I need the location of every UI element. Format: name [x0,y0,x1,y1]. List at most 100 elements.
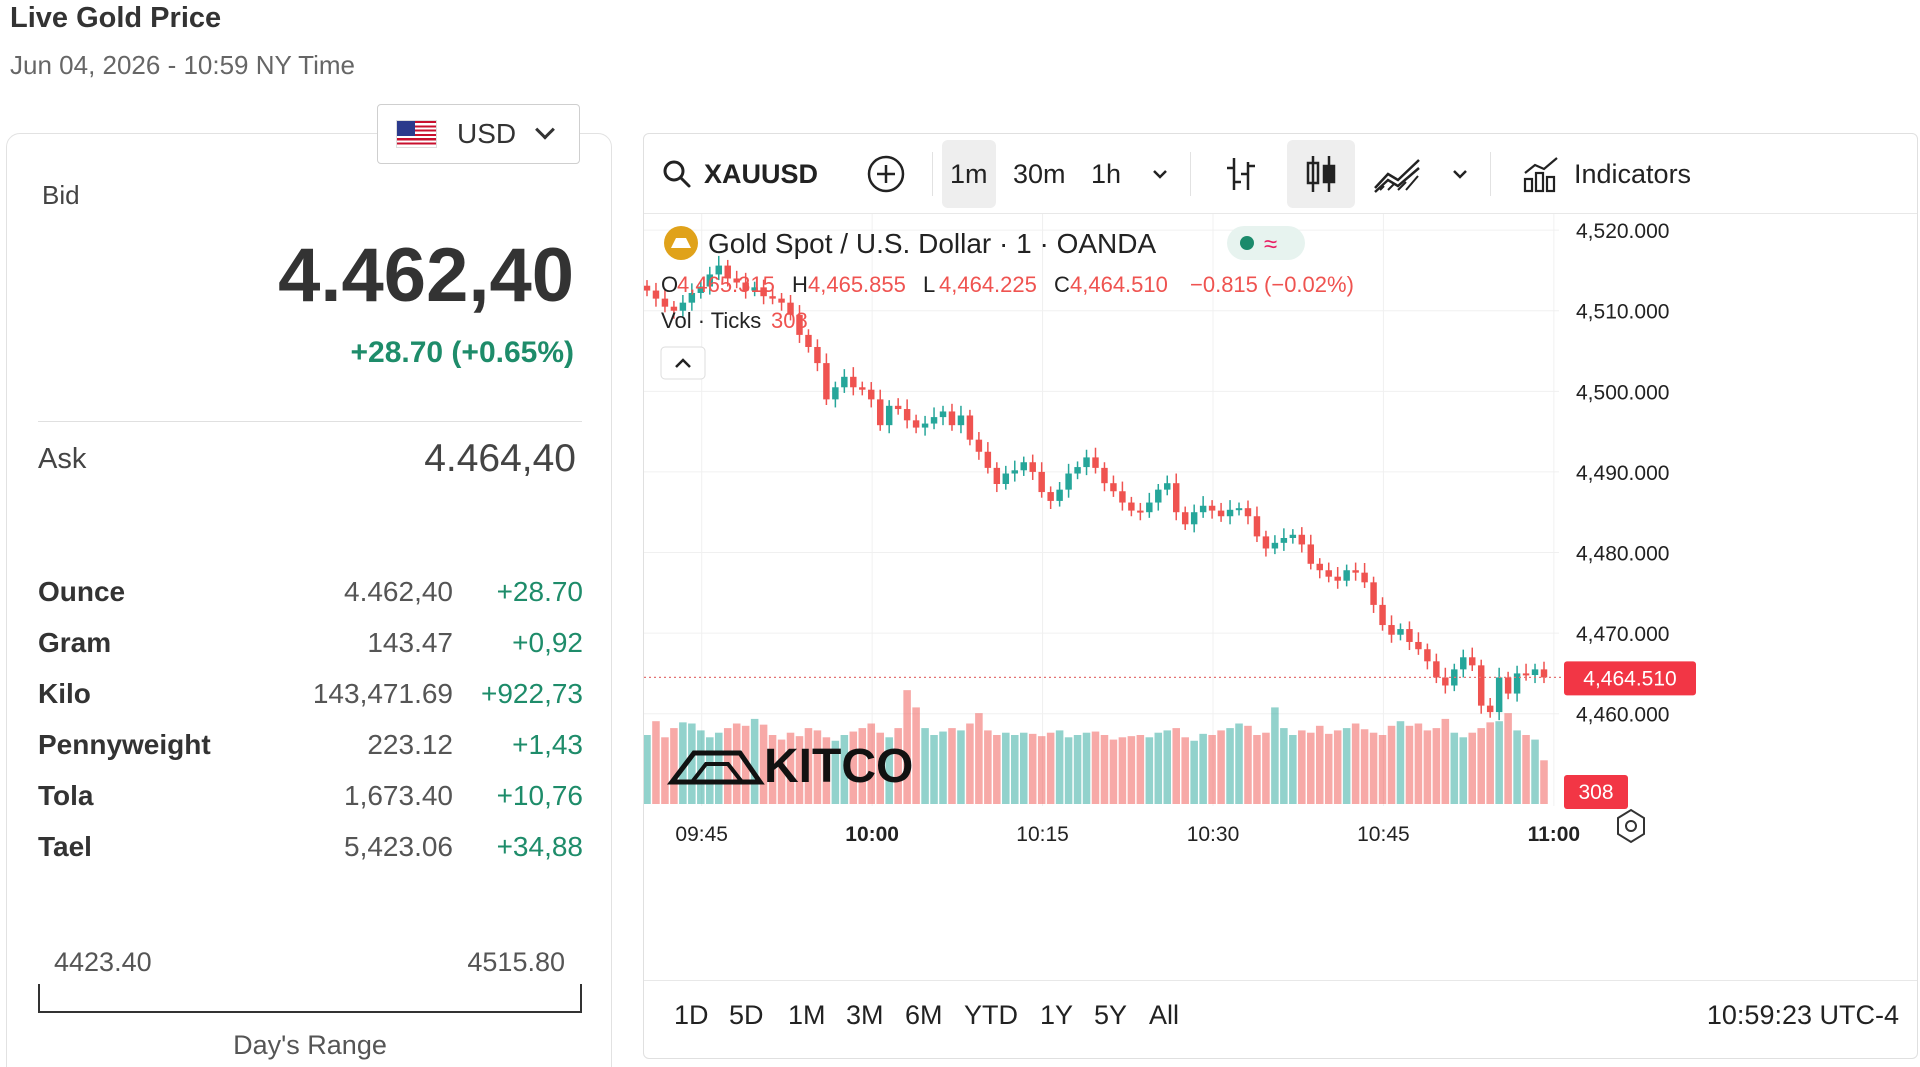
candle-body [1388,625,1395,635]
unit-change: +0,92 [512,626,583,658]
unit-change: +34,88 [496,830,583,862]
candle-body [778,298,785,303]
range-3m[interactable]: 3M [846,1000,884,1030]
range-ytd[interactable]: YTD [964,1000,1018,1030]
range-5y[interactable]: 5Y [1094,1000,1128,1030]
indicators-button[interactable]: Indicators [1522,140,1691,208]
interval-dropdown[interactable] [1150,140,1170,208]
y-axis-label: 4,460.000 [1576,704,1669,727]
volume-bar [1333,730,1342,804]
candle-body [1208,505,1216,511]
volume-bar [786,732,795,804]
currency-selector[interactable]: USD [377,104,580,164]
volume-bar [652,721,660,804]
volume-bar [840,735,849,804]
candle-body [868,389,875,400]
area-style-button[interactable] [1372,140,1422,208]
interval-1h[interactable]: 1h [1091,158,1122,189]
candle-body [733,278,740,283]
candle-body [1173,483,1180,513]
candle-body [1038,471,1045,493]
price-chart[interactable]: 4,520.000 4,510.000 4,500.000 4,490.000 4,48… [644,214,1919,980]
candle-body [1307,544,1315,564]
candle-body [1029,462,1036,472]
x-axis-label: 11:00 [1528,823,1581,846]
volume-bar [1136,735,1145,804]
x-axis-label: 10:30 [1187,823,1240,846]
range-6m[interactable]: 6M [905,1000,943,1030]
volume-legend-label: Vol · Ticks [661,308,761,333]
volume-bar [644,735,651,804]
ohlc-l-label: L [923,272,935,297]
bid-change: +28.70 (+0.65%) [350,336,575,369]
range-1m[interactable]: 1M [788,1000,826,1030]
candle-body [1540,669,1548,678]
candle-body [975,439,983,452]
volume-bar [1324,733,1333,804]
chevron-down-icon [1153,170,1167,179]
candle-body [966,415,974,440]
volume-bar [1271,707,1279,804]
candle-body [1217,510,1225,517]
unit-price-table: Ounce 4.462,40 +28.70 Gram 143.47 +0,92 … [38,566,583,872]
volume-bar [1414,723,1423,804]
collapse-legend-button[interactable] [660,346,706,380]
volume-bar [993,735,1001,804]
volume-bar [1127,736,1136,804]
currency-label: USD [457,118,517,149]
y-axis-label: 4,510.000 [1576,301,1669,324]
compare-button[interactable] [866,140,906,208]
volume-bar [1145,737,1154,804]
candle-body [1469,657,1476,666]
candle-body [1190,512,1198,525]
unit-name: Kilo [38,677,91,709]
candle-body [1226,509,1234,517]
chart-type-dropdown[interactable] [1450,140,1470,208]
candle-body [751,287,758,291]
us-flag-icon [396,120,437,148]
bid-price: 4.462,40 [278,233,574,318]
unit-change: +1,43 [512,728,583,760]
symbol-search[interactable]: XAUUSD [662,140,818,208]
interval-30m[interactable]: 30m [1013,158,1066,189]
x-axis-label: 10:00 [845,823,899,846]
candle-style-button[interactable] [1287,140,1355,208]
range-1d[interactable]: 1D [674,1000,709,1030]
settings-icon [1617,808,1645,844]
page-title: Live Gold Price [10,2,222,34]
quote-card [6,133,612,1067]
candle-body [912,420,920,428]
unit-price: 4.462,40 [344,575,453,607]
kitco-logo-inner [687,762,747,784]
indicators-label: Indicators [1574,158,1692,189]
range-1y[interactable]: 1Y [1040,1000,1074,1030]
range-5d[interactable]: 5D [729,1000,764,1030]
volume-bar [930,735,938,804]
candle-body [742,282,749,291]
volume-bar [1280,728,1288,804]
volume-bar [966,723,974,804]
volume-bar [1360,729,1369,804]
candle-body [894,405,902,410]
range-all[interactable]: All [1149,1000,1180,1030]
candle-body [921,423,929,428]
volume-bar [1289,735,1297,804]
volume-legend-value: 308 [771,308,808,333]
interval-1m[interactable]: 1m [942,140,996,208]
candle-body [1343,570,1350,581]
candle-body [688,292,696,303]
candle-body [876,399,884,426]
unit-row-ounce: Ounce 4.462,40 +28.70 [38,566,583,617]
bar-style-button[interactable] [1224,140,1258,208]
volume-bar [688,723,696,804]
candle-body [1370,582,1377,605]
area-chart-icon [1374,159,1420,193]
candle-body [724,265,731,279]
candle-body [1235,508,1243,511]
unit-name: Ounce [38,575,126,607]
candle-body [1074,467,1081,474]
candle-body [1334,576,1341,581]
candle-body [832,387,839,400]
volume-bar [939,731,947,804]
candle-body [1181,512,1189,525]
